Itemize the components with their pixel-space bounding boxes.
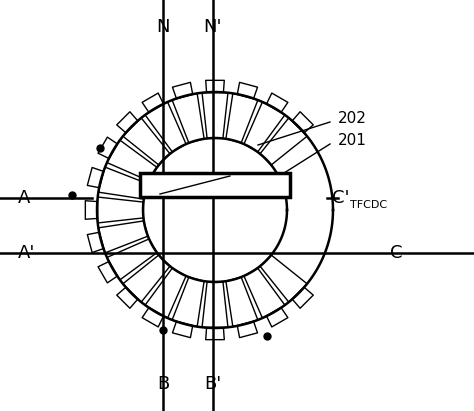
Text: N: N	[156, 18, 170, 36]
Text: 202: 202	[338, 111, 367, 125]
Text: N': N'	[204, 18, 222, 36]
Text: C: C	[390, 244, 402, 262]
Text: TFCDC: TFCDC	[350, 200, 387, 210]
Text: 201: 201	[338, 132, 367, 148]
Text: C': C'	[332, 189, 349, 207]
Text: B: B	[157, 375, 169, 393]
Bar	[140, 173, 290, 197]
Text: A': A'	[18, 244, 36, 262]
Text: B': B'	[204, 375, 222, 393]
Text: A: A	[18, 189, 30, 207]
